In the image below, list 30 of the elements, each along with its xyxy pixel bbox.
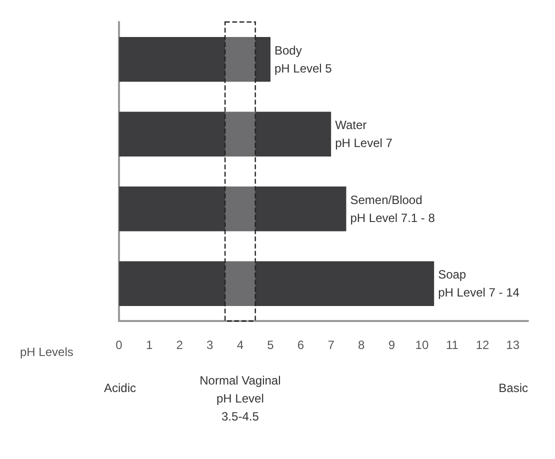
- text: Acidic: [104, 381, 136, 395]
- data-label: pH Level 7: [335, 136, 393, 150]
- bar: [119, 36, 270, 82]
- bar: [119, 112, 332, 157]
- x-tick-label: 10: [415, 338, 429, 352]
- x-tick-label: 9: [388, 338, 396, 352]
- bar: [119, 261, 434, 306]
- y-tick-label: Semen/Blood: [350, 192, 422, 207]
- x-tick-label: 13: [506, 338, 520, 352]
- y-tick-label: Water: [335, 118, 367, 132]
- x-tick-label: 12: [476, 338, 490, 352]
- data-label: pH Level 5: [274, 61, 332, 76]
- x-axis-title: pH Levels: [20, 345, 74, 359]
- y-tick-label: Soap: [438, 268, 466, 282]
- data-label: pH Level 7 - 14: [438, 286, 520, 300]
- x-tick-label: 0: [116, 338, 123, 352]
- band-label: Normal Vaginal pH Level 3.5-4.5: [200, 374, 281, 424]
- x-tick-label: 1: [146, 338, 153, 352]
- y-tick-label: Body: [274, 43, 302, 58]
- data-label: pH Level 7.1 - 8: [350, 210, 436, 225]
- x-tick-label: 11: [446, 338, 459, 352]
- x-tick-label: 7: [328, 338, 335, 352]
- x-tick-label: 3: [206, 338, 214, 352]
- x-tick-label: 5: [267, 338, 274, 352]
- bar: [119, 186, 346, 232]
- x-tick-label: 2: [176, 338, 184, 352]
- text: Basic: [498, 381, 528, 395]
- x-tick-label: 4: [236, 338, 244, 352]
- x-tick-label: 6: [297, 338, 304, 352]
- x-tick-label: 8: [358, 338, 366, 352]
